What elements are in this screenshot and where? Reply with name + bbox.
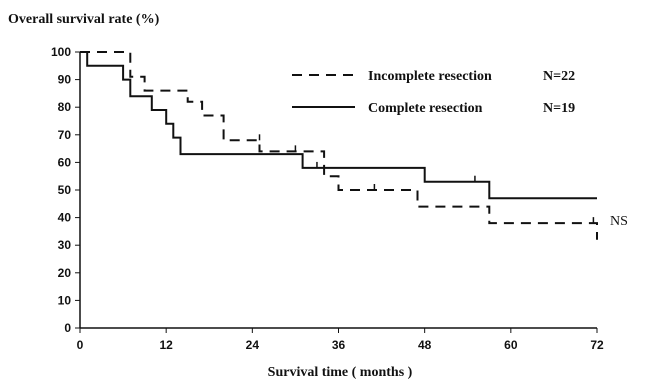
chart-title: Overall survival rate (%): [8, 12, 160, 27]
y-tick-label: 50: [58, 183, 72, 197]
y-tick-label: 60: [58, 155, 72, 169]
x-tick-label: 36: [332, 338, 346, 352]
legend-label-incomplete: Incomplete resection: [368, 69, 492, 84]
axes: [75, 51, 598, 333]
x-tick-label: 0: [77, 338, 84, 352]
tick-labels: 0 10 20 30 40 50 60 70 80 90 100 0 12 24 36 48 60 72: [51, 45, 604, 352]
x-tick-label: 60: [504, 338, 518, 352]
y-tick-label: 80: [58, 100, 72, 114]
y-tick-label: 40: [58, 211, 72, 225]
y-tick-label: 20: [58, 266, 72, 280]
series-line-complete: [80, 51, 597, 200]
legend: Incomplete resection N=22 Complete resec…: [292, 69, 575, 116]
series-line-incomplete: [80, 51, 598, 240]
x-tick-label: 48: [418, 338, 432, 352]
x-tick-label: 12: [159, 338, 173, 352]
significance-annotation: NS: [610, 214, 628, 229]
y-tick-label: 30: [58, 238, 72, 252]
y-tick-label: 0: [64, 321, 71, 335]
legend-label-complete: Complete resection: [368, 101, 483, 116]
x-tick-label: 72: [590, 338, 604, 352]
legend-n-incomplete: N=22: [543, 69, 575, 84]
x-tick-label: 24: [246, 338, 260, 352]
y-tick-label: 10: [58, 293, 72, 307]
y-tick-label: 70: [58, 128, 72, 142]
y-tick-label: 100: [51, 45, 71, 59]
x-axis-title: Survival time ( months ): [268, 365, 413, 380]
series-layer: [80, 51, 598, 240]
y-tick-label: 90: [58, 73, 72, 87]
legend-n-complete: N=19: [543, 101, 575, 116]
